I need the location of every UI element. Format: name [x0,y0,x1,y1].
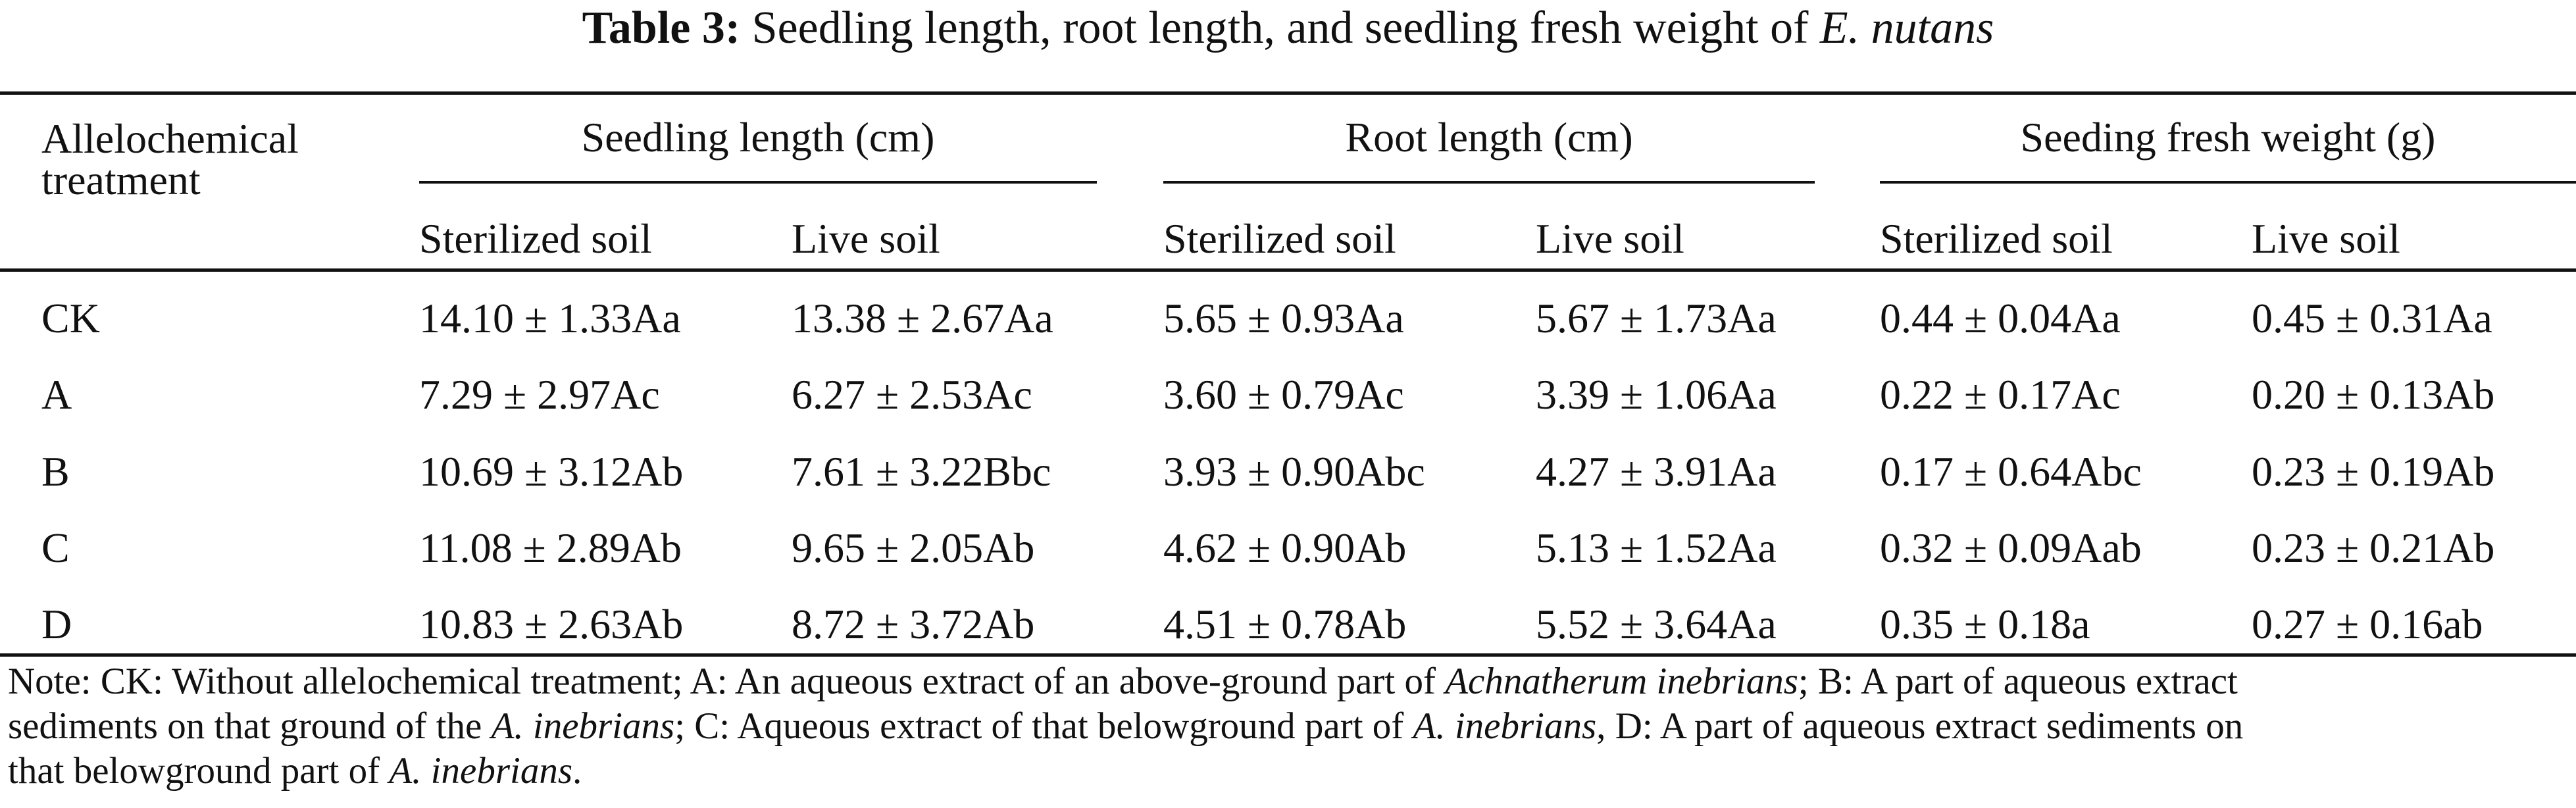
cell-a-weight-live: 0.20 ± 0.13Ab [2252,371,2495,418]
group-header-root-length: Root length (cm) [1345,114,1633,161]
subheader-root-sterilized: Sterilized soil [1163,215,1396,262]
cell-c-root-live: 5.13 ± 1.52Aa [1536,524,1777,571]
cell-b-root-live: 4.27 ± 3.91Aa [1536,448,1777,495]
cell-b-seedling-live: 7.61 ± 3.22Bbc [792,448,1051,495]
cell-a-root-live: 3.39 ± 1.06Aa [1536,371,1777,418]
cell-c-weight-live: 0.23 ± 0.21Ab [2252,524,2495,571]
cell-d-weight-sterilized: 0.35 ± 0.18a [1880,601,2090,647]
table-number: Table 3: [582,3,741,53]
note-text: , D: A part of aqueous extract sediments… [1596,705,2244,747]
header-rule [0,268,2576,272]
cell-ck-root-sterilized: 5.65 ± 0.93Aa [1163,295,1404,341]
table-title: Table 3: Seedling length, root length, a… [0,2,2576,55]
table-note: Note: CK: Without allelochemical treatme… [8,659,2574,794]
note-species: A. inebrians [389,750,573,792]
cell-d-seedling-sterilized: 10.83 ± 2.63Ab [419,601,684,647]
cell-a-weight-sterilized: 0.22 ± 0.17Ac [1880,371,2121,418]
subheader-weight-live: Live soil [2252,215,2400,262]
row-treatment-b: B [41,448,70,495]
note-line-3: that belowground part of A. inebrians. [8,749,2574,794]
note-text: . [572,750,582,792]
top-rule [0,91,2576,95]
cell-d-weight-live: 0.27 ± 0.16ab [2252,601,2483,647]
cell-ck-root-live: 5.67 ± 1.73Aa [1536,295,1777,341]
cell-b-weight-sterilized: 0.17 ± 0.64Abc [1880,448,2142,495]
cell-ck-weight-sterilized: 0.44 ± 0.04Aa [1880,295,2121,341]
row-treatment-ck: CK [41,295,100,341]
group-rule-seedling-length [419,181,1097,184]
group-header-seedling-length: Seedling length (cm) [581,114,935,161]
table-title-text: Seedling length, root length, and seedli… [751,3,1809,53]
note-text: Note: CK: Without allelochemical treatme… [8,661,1446,702]
note-line-1: Note: CK: Without allelochemical treatme… [8,659,2574,704]
note-text: that belowground part of [8,750,390,792]
note-species: A. inebrians [1413,705,1597,747]
cell-c-seedling-sterilized: 11.08 ± 2.89Ab [419,524,682,571]
row-treatment-c: C [41,524,70,571]
cell-d-seedling-live: 8.72 ± 3.72Ab [792,601,1035,647]
note-text: sediments on that ground of the [8,705,492,747]
note-species: A. inebrians [491,705,675,747]
cell-c-weight-sterilized: 0.32 ± 0.09Aab [1880,524,2142,571]
note-species: Achnatherum inebrians [1445,661,1798,702]
note-text: ; B: A part of aqueous extract [1798,661,2238,702]
subheader-root-live: Live soil [1536,215,1684,262]
row-header-label: Allelochemical treatment [41,109,299,210]
cell-b-weight-live: 0.23 ± 0.19Ab [2252,448,2495,495]
row-header-line-1: Allelochemical [41,115,299,162]
cell-c-root-sterilized: 4.62 ± 0.90Ab [1163,524,1407,571]
row-treatment-d: D [41,601,72,647]
row-header-line-2: treatment [41,157,201,203]
note-text: ; C: Aqueous extract of that belowground… [674,705,1413,747]
cell-d-root-sterilized: 4.51 ± 0.78Ab [1163,601,1407,647]
bottom-rule [0,653,2576,657]
cell-c-seedling-live: 9.65 ± 2.05Ab [792,524,1035,571]
subheader-seedling-sterilized: Sterilized soil [419,215,652,262]
cell-a-seedling-live: 6.27 ± 2.53Ac [792,371,1032,418]
subheader-seedling-live: Live soil [792,215,940,262]
cell-ck-seedling-sterilized: 14.10 ± 1.33Aa [419,295,681,341]
note-line-2: sediments on that ground of the A. inebr… [8,704,2574,749]
group-header-fresh-weight: Seeding fresh weight (g) [2020,114,2436,161]
cell-a-seedling-sterilized: 7.29 ± 2.97Ac [419,371,660,418]
group-rule-root-length [1163,181,1815,184]
group-rule-fresh-weight [1880,181,2576,184]
cell-b-seedling-sterilized: 10.69 ± 3.12Ab [419,448,684,495]
subheader-weight-sterilized: Sterilized soil [1880,215,2113,262]
row-treatment-a: A [41,371,72,418]
cell-a-root-sterilized: 3.60 ± 0.79Ac [1163,371,1404,418]
cell-ck-weight-live: 0.45 ± 0.31Aa [2252,295,2492,341]
cell-b-root-sterilized: 3.93 ± 0.90Abc [1163,448,1425,495]
cell-ck-seedling-live: 13.38 ± 2.67Aa [792,295,1053,341]
cell-d-root-live: 5.52 ± 3.64Aa [1536,601,1777,647]
table-title-species: E. nutans [1819,3,1994,53]
